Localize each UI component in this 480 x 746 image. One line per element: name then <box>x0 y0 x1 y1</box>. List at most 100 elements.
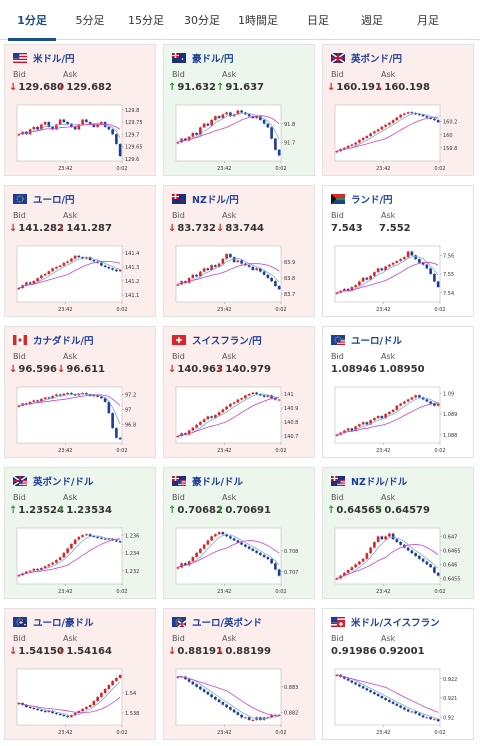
pair-name-link[interactable]: 米ドル/円 <box>33 54 75 65</box>
bid-value: 0.91986 <box>331 646 377 657</box>
price-chart[interactable]: 141.4 141.3 141.2 141.1 23:42 0:02 <box>13 242 148 314</box>
price-chart[interactable]: 7.56 7.55 7.54 23:42 0:02 <box>331 242 466 314</box>
currency-card[interactable]: カナダドル/円 Bid Ask ↓96.596 ↓96.611 97.2 97 96.8 23:… <box>4 326 156 458</box>
tab-1[interactable]: 5分足 <box>75 14 105 27</box>
price-chart[interactable]: 1.09 1.089 1.088 23:42 0:02 <box>331 383 466 455</box>
candle <box>350 679 354 684</box>
price-chart[interactable]: 91.8 91.7 23:42 0:02 <box>172 101 307 173</box>
candle <box>262 394 266 398</box>
tab-3[interactable]: 30分足 <box>184 14 220 27</box>
price-chart[interactable]: 1.236 1.234 1.232 23:42 0:02 <box>13 524 148 596</box>
bid-value: ↓129.680 <box>9 82 64 93</box>
pair-name-link[interactable]: 豪ドル/ドル <box>192 477 243 488</box>
candle <box>103 537 107 541</box>
candle <box>380 535 384 541</box>
currency-card[interactable]: 英ポンド/ドル Bid Ask ↑1.23524 ↑1.23534 1.236 1.234 1… <box>4 467 156 599</box>
pair-name-link[interactable]: 英ポンド/円 <box>351 54 402 65</box>
pair-name-link[interactable]: 米ドル/スイスフラン <box>351 618 440 629</box>
ma-long-line <box>336 402 439 436</box>
candle <box>259 115 262 121</box>
ma-long-line <box>336 543 439 579</box>
currency-card[interactable]: ランド/円 Bid Ask 7.543 7.552 7.56 7.55 7.54 23:42 0:… <box>322 185 474 317</box>
candle <box>399 541 402 546</box>
price-chart[interactable]: 1.54 1.538 23:42 0:02 <box>13 665 148 737</box>
bid-label: Bid <box>331 493 344 502</box>
pair-name-link[interactable]: ランド/円 <box>351 195 393 206</box>
currency-card[interactable]: NZドル/ドル Bid Ask ↑0.64565 ↑0.64579 0.647 0.6465… <box>322 467 474 599</box>
x-tick-label: 0:02 <box>116 307 127 313</box>
candle <box>111 412 114 429</box>
candle <box>107 684 111 690</box>
currency-card[interactable]: 豪ドル/円 Bid Ask ↑91.632 ↑91.637 91.8 91.7 23:42 0:… <box>163 44 315 176</box>
price-chart[interactable]: 160.2 160 159.8 23:42 0:02 <box>331 101 466 173</box>
price-chart[interactable]: 97.2 97 96.8 23:42 0:02 <box>13 383 148 455</box>
candle <box>388 411 391 415</box>
currency-card[interactable]: NZドル/円 Bid Ask ↓83.732 ↓83.744 83.9 83.8 83.7 23… <box>163 185 315 317</box>
candle <box>111 267 114 271</box>
tab-7[interactable]: 月足 <box>417 14 439 27</box>
bid-label: Bid <box>172 493 185 502</box>
candle <box>433 117 436 121</box>
currency-card[interactable]: ユーロ/英ポンド Bid Ask ↓0.88191 ↓0.88199 0.883 0.882… <box>163 608 315 740</box>
tab-5[interactable]: 日足 <box>307 14 329 27</box>
candle <box>350 566 354 571</box>
tab-0[interactable]: 1分足 <box>4 0 60 41</box>
candle <box>195 683 198 688</box>
candle <box>28 569 32 573</box>
price-chart[interactable]: 0.708 0.707 23:42 0:02 <box>172 524 307 596</box>
currency-card[interactable]: ユーロ/豪ドル Bid Ask ↓1.54150 ↓1.54164 1.54 1.538 23… <box>4 608 156 740</box>
candle <box>259 393 262 397</box>
candle <box>361 557 365 563</box>
candle <box>373 691 376 695</box>
pair-name-link[interactable]: NZドル/円 <box>192 195 239 206</box>
pair-name-link[interactable]: 英ポンド/ドル <box>33 477 94 488</box>
candle <box>436 402 440 407</box>
pair-name-link[interactable]: ユーロ/ドル <box>351 336 402 347</box>
price-chart[interactable]: 141 140.9 140.8 140.7 23:42 0:02 <box>172 383 307 455</box>
candle <box>391 261 395 266</box>
pair-name-link[interactable]: NZドル/ドル <box>351 477 408 488</box>
ask-value: 7.552 <box>379 223 411 234</box>
pair-name-link[interactable]: ユーロ/円 <box>33 195 75 206</box>
bid-number: 160.191 <box>336 82 382 93</box>
currency-card[interactable]: ユーロ/ドル Bid Ask 1.08946 1.08950 1.09 1.089 1.088… <box>322 326 474 458</box>
pair-name-link[interactable]: カナダドル/円 <box>33 336 94 347</box>
candle <box>421 714 425 719</box>
ask-value: 1.08950 <box>379 364 425 375</box>
currency-card[interactable]: 英ポンド/円 Bid Ask ↓160.191 ↓160.198 160.2 160 159.… <box>322 44 474 176</box>
price-chart[interactable]: 0.883 0.882 23:42 0:02 <box>172 665 307 737</box>
currency-card[interactable]: スイスフラン/円 Bid Ask ↓140.963 ↓140.979 141 140.9 14… <box>163 326 315 458</box>
pair-name-link[interactable]: ユーロ/英ポンド <box>192 618 262 629</box>
candle <box>380 125 384 131</box>
candle <box>262 554 266 558</box>
candle <box>421 396 425 401</box>
price-chart[interactable]: 0.647 0.6465 0.646 0.6455 23:42 0:02 <box>331 524 466 596</box>
bid-value: ↑0.64565 <box>327 505 382 516</box>
pair-name-link[interactable]: スイスフラン/円 <box>192 336 262 347</box>
candle <box>429 267 432 275</box>
price-chart[interactable]: 83.9 83.8 83.7 23:42 0:02 <box>172 242 307 314</box>
candle <box>255 267 258 271</box>
currency-card[interactable]: ユーロ/円 Bid Ask ↓141.282 ↓141.287 141.4 141.3 141… <box>4 185 156 317</box>
card-header: NZドル/円 <box>172 192 239 206</box>
candle <box>399 258 402 262</box>
candle <box>436 571 440 577</box>
currency-card[interactable]: 豪ドル/ドル Bid Ask ↑0.70682 ↑0.70691 0.708 0.707 23… <box>163 467 315 599</box>
arrow-down-icon: ↓ <box>375 82 384 93</box>
tab-6[interactable]: 週足 <box>361 14 383 27</box>
candle <box>214 533 217 538</box>
candle <box>247 264 251 268</box>
candle <box>414 394 417 399</box>
price-chart[interactable]: 129.8 129.75 129.7 129.65 129.6 23:42 0:02 <box>13 101 148 173</box>
pair-name-link[interactable]: 豪ドル/円 <box>192 54 234 65</box>
pair-name-link[interactable]: ユーロ/豪ドル <box>33 618 94 629</box>
x-tick-label: 23:42 <box>376 589 390 595</box>
candle <box>214 115 217 121</box>
tab-2[interactable]: 15分足 <box>128 14 164 27</box>
candle <box>380 267 384 272</box>
ask-value: ↓140.979 <box>216 364 271 375</box>
currency-card[interactable]: 米ドル/スイスフラン Bid Ask 0.91986 0.92001 0.922 0.921… <box>322 608 474 740</box>
tab-4[interactable]: 1時間足 <box>238 14 278 27</box>
currency-card[interactable]: 米ドル/円 Bid Ask ↓129.680 ↓129.682 129.8 129.75 12… <box>4 44 156 176</box>
price-chart[interactable]: 0.922 0.921 0.92 23:42 0:02 <box>331 665 466 737</box>
